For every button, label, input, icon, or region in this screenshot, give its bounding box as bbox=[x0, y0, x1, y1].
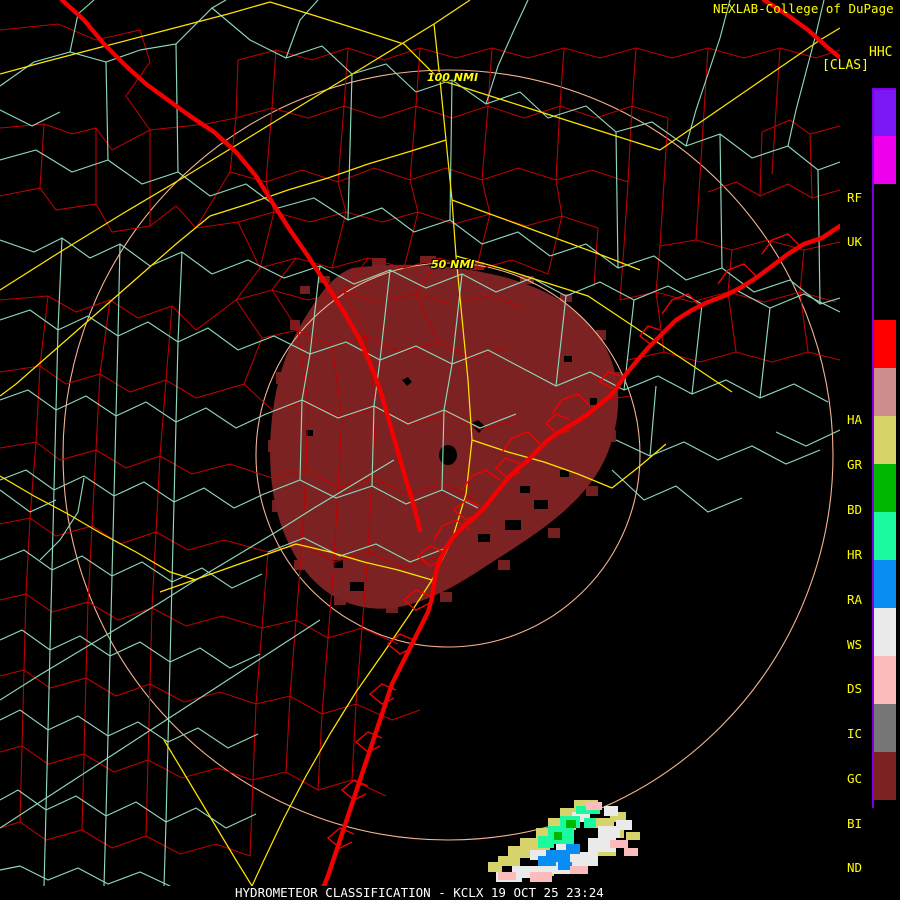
map-vector-layer bbox=[0, 0, 840, 886]
storm-cell-echo bbox=[488, 800, 640, 882]
legend-label-ws: WS bbox=[847, 637, 863, 652]
legend-label-ic: IC bbox=[847, 726, 863, 741]
range-ring-group bbox=[62, 69, 834, 841]
legend-label-rf: RF bbox=[847, 190, 863, 205]
highway-network bbox=[0, 0, 840, 886]
legend-swatch-unknown[interactable] bbox=[874, 136, 896, 184]
legend-swatch-no-data[interactable] bbox=[874, 800, 896, 846]
range-ring-label-100: 100 NMI bbox=[427, 71, 479, 84]
legend-label-nd: ND bbox=[847, 860, 863, 875]
range-ring-50 bbox=[255, 262, 641, 648]
legend-swatch-range-folded[interactable] bbox=[874, 90, 896, 136]
legend-label-ra: RA bbox=[847, 592, 863, 607]
legend-label-ha: HA bbox=[847, 412, 863, 427]
coastline-detail bbox=[326, 233, 801, 849]
legend-swatch-graupel[interactable] bbox=[874, 368, 896, 416]
range-ring-label-50: 50 NMI bbox=[431, 258, 475, 271]
status-bar: HYDROMETEOR CLASSIFICATION - KCLX 19 OCT… bbox=[0, 886, 900, 900]
radar-map-canvas[interactable]: 100 NMI 50 NMI bbox=[0, 0, 840, 886]
legend-label-bi: BI bbox=[847, 816, 863, 831]
nexlab-brand-label: NEXLAB-College of DuPage bbox=[713, 1, 894, 16]
road-network bbox=[0, 0, 840, 886]
range-ring-100 bbox=[62, 69, 834, 841]
legend-swatch-ice-crystals[interactable] bbox=[874, 656, 896, 704]
legend-swatch-biological[interactable] bbox=[874, 752, 896, 800]
legend-swatch-big-drops[interactable] bbox=[874, 416, 896, 464]
status-bar-text: HYDROMETEOR CLASSIFICATION - KCLX 19 OCT… bbox=[235, 885, 604, 900]
legend-swatch-ground-clutter[interactable] bbox=[874, 704, 896, 752]
legend-swatch-dry-snow[interactable] bbox=[874, 608, 896, 656]
product-code-label: [CLAS] bbox=[822, 58, 869, 73]
legend-swatch-heavy-rain[interactable] bbox=[874, 464, 896, 512]
legend-swatch-rain[interactable] bbox=[874, 512, 896, 560]
legend-label-uk: UK bbox=[847, 234, 863, 249]
legend-swatch-hail[interactable] bbox=[874, 320, 896, 368]
legend-swatch-spacer[interactable] bbox=[874, 184, 896, 320]
legend-label-gr: GR bbox=[847, 457, 863, 472]
legend-swatch-wet-snow[interactable] bbox=[874, 560, 896, 608]
legend-label-bd: BD bbox=[847, 502, 863, 517]
classification-legend[interactable]: RF UK HA GR BD HR RA WS DS IC GC BI ND bbox=[845, 88, 900, 874]
legend-label-hr: HR bbox=[847, 547, 863, 562]
legend-label-ds: DS bbox=[847, 681, 863, 696]
product-abbr-label: HHC bbox=[869, 45, 893, 60]
legend-label-gc: GC bbox=[847, 771, 863, 786]
